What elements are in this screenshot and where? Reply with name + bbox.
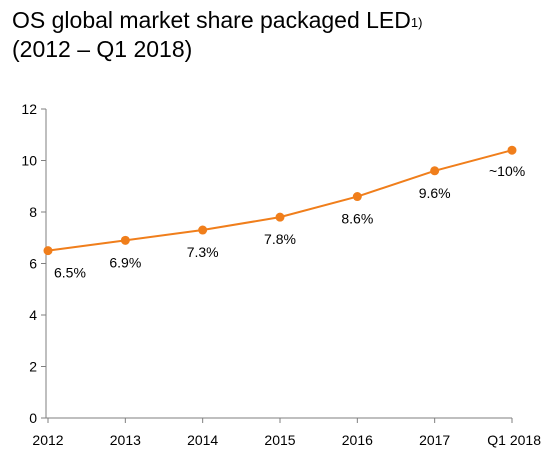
data-label: 7.8% (264, 231, 296, 247)
data-label: 7.3% (187, 244, 219, 260)
chart-title-text: OS global market share packaged LED (12, 7, 411, 33)
data-label: 6.9% (109, 254, 141, 270)
series-group (43, 145, 517, 256)
y-tick-label: 2 (29, 359, 37, 375)
x-tick-label: 2016 (342, 432, 373, 448)
y-tick-label: 10 (21, 153, 37, 169)
x-tick-label: 2017 (419, 432, 450, 448)
data-label: 8.6% (341, 211, 373, 227)
x-tick-label: 2012 (32, 432, 63, 448)
data-label: ~10% (489, 163, 525, 179)
x-tick-label: 2013 (110, 432, 141, 448)
chart-title: OS global market share packaged LED1) (2… (12, 6, 422, 64)
data-point (43, 246, 53, 256)
chart-title-line2: (2012 – Q1 2018) (12, 36, 193, 62)
chart-title-line1: OS global market share packaged LED1) (12, 6, 422, 35)
footnote-marker: 1) (410, 15, 423, 30)
y-tick-label: 4 (29, 307, 37, 323)
y-axis: 0 2 4 6 8 10 12 (21, 101, 47, 426)
data-label: 9.6% (419, 185, 451, 201)
data-point (430, 166, 440, 176)
data-point (352, 192, 362, 202)
y-tick-label: 12 (21, 101, 37, 117)
x-tick-label: Q1 2018 (487, 432, 541, 448)
y-tick-label: 8 (29, 204, 37, 220)
y-tick-label: 6 (29, 256, 37, 272)
x-tick-label: 2015 (264, 432, 295, 448)
data-label: 6.5% (54, 265, 86, 281)
x-axis: 2012 2013 2014 2015 2016 2017 Q1 2018 (32, 417, 541, 448)
data-point (198, 225, 208, 235)
data-point (275, 212, 285, 222)
data-point (507, 145, 517, 155)
data-labels-group: 6.5% 6.9% 7.3% 7.8% 8.6% 9.6% ~10% (54, 163, 525, 280)
data-point (120, 235, 130, 245)
y-tick-label: 0 (29, 410, 37, 426)
x-tick-label: 2014 (187, 432, 218, 448)
